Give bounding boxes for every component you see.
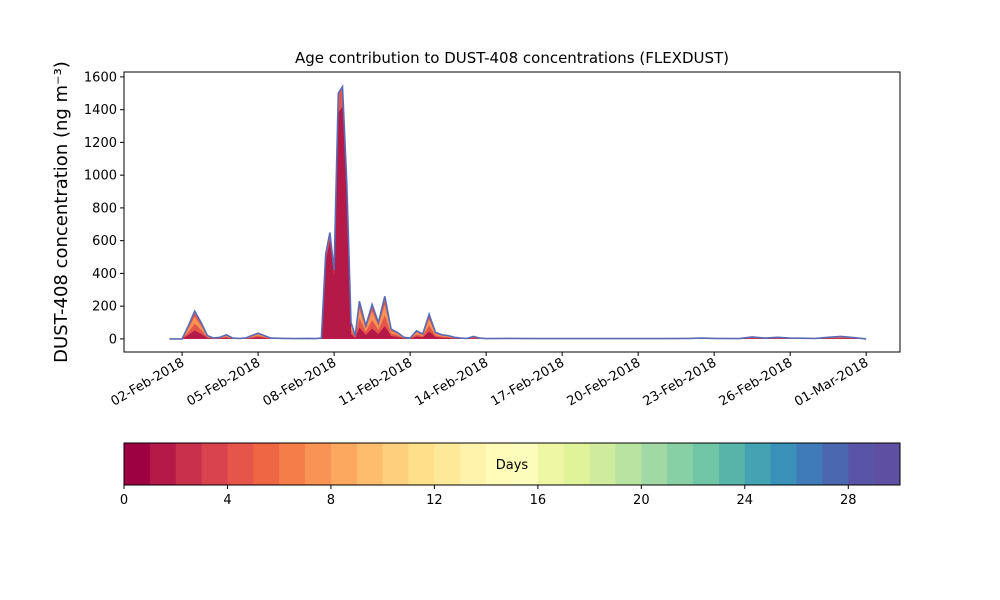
peak-core-area (321, 106, 351, 339)
colorbar: 0 4 8 12 16 20 24 28 (120, 442, 901, 508)
colorbar-bin (667, 443, 694, 485)
colorbar-tick-label: 12 (426, 493, 443, 508)
colorbar-bin (434, 443, 461, 485)
y-tick-label: 600 (92, 234, 117, 249)
colorbar-bin (537, 443, 565, 485)
colorbar-bin (796, 443, 823, 485)
y-tick-label: 200 (92, 300, 117, 315)
colorbar-frame (123, 442, 901, 486)
colorbar-bin (874, 443, 901, 485)
colorbar-bin (382, 443, 409, 485)
y-tick-label: 1400 (84, 103, 117, 118)
colorbar-bin (848, 443, 875, 485)
colorbar-bin (693, 443, 720, 485)
age-layer-2 (169, 200, 867, 339)
colorbar-bin (589, 443, 616, 485)
colorbar-bin (253, 443, 280, 485)
colorbar-bin (149, 443, 177, 485)
x-tick-label: 26-Feb-2018 (717, 355, 796, 409)
colorbar-bin (175, 443, 202, 485)
colorbar-bin (822, 443, 849, 485)
x-tick-label: 08-Feb-2018 (261, 355, 340, 409)
colorbar-bin (227, 443, 254, 485)
colorbar-bin (124, 443, 151, 485)
plot-area: 0 200 400 600 800 1000 1200 1400 1600 02-Feb-2018… (84, 70, 901, 410)
x-tick-label: 05-Feb-2018 (185, 355, 264, 409)
colorbar-tick-label: 8 (327, 493, 335, 508)
colorbar-bin (486, 443, 513, 485)
colorbar-bin (279, 443, 306, 485)
x-tick-label: 11-Feb-2018 (337, 355, 416, 409)
colorbar-bin (718, 443, 746, 485)
colorbar-tick-label: 0 (120, 493, 128, 508)
x-tick-label: 17-Feb-2018 (489, 355, 568, 409)
colorbar-bin (408, 443, 435, 485)
colorbar-tick-label: 20 (633, 493, 650, 508)
colorbar-bin (305, 443, 332, 485)
colorbar-bin (356, 443, 384, 485)
colorbar-tick-label: 24 (737, 493, 754, 508)
y-tick-label: 1000 (84, 169, 117, 184)
y-tick-label: 0 (109, 332, 117, 347)
y-tick-label: 1600 (84, 70, 117, 85)
age-layer-3 (169, 263, 867, 339)
age-layer-0 (169, 86, 867, 339)
x-tick-label: 01-Mar-2018 (792, 355, 871, 409)
colorbar-bin (615, 443, 642, 485)
colorbar-bin (744, 443, 772, 485)
y-axis-label: DUST-408 concentration (ng m⁻³) (51, 61, 72, 363)
colorbar-bin (460, 443, 487, 485)
x-tick-label: 02-Feb-2018 (109, 355, 188, 409)
axes-frame (123, 71, 901, 353)
total-line (169, 84, 867, 340)
colorbar-bin (330, 443, 358, 485)
colorbar-bin (641, 443, 668, 485)
chart-title: Age contribution to DUST-408 concentrati… (295, 49, 729, 67)
colorbar-tick-label: 16 (530, 493, 547, 508)
colorbar-bin (770, 443, 797, 485)
y-tick-label: 800 (92, 201, 117, 216)
age-layer-1 (169, 137, 867, 339)
colorbar-label: Days (496, 458, 529, 473)
colorbar-bin (201, 443, 228, 485)
x-tick-label: 23-Feb-2018 (641, 355, 720, 409)
x-tick-label: 14-Feb-2018 (413, 355, 492, 409)
y-tick-label: 400 (92, 267, 117, 282)
colorbar-bin (512, 443, 539, 485)
x-tick-label: 20-Feb-2018 (565, 355, 644, 409)
colorbar-bin (563, 443, 590, 485)
y-tick-label: 1200 (84, 136, 117, 151)
colorbar-tick-label: 4 (223, 493, 231, 508)
colorbar-tick-label: 28 (840, 493, 857, 508)
